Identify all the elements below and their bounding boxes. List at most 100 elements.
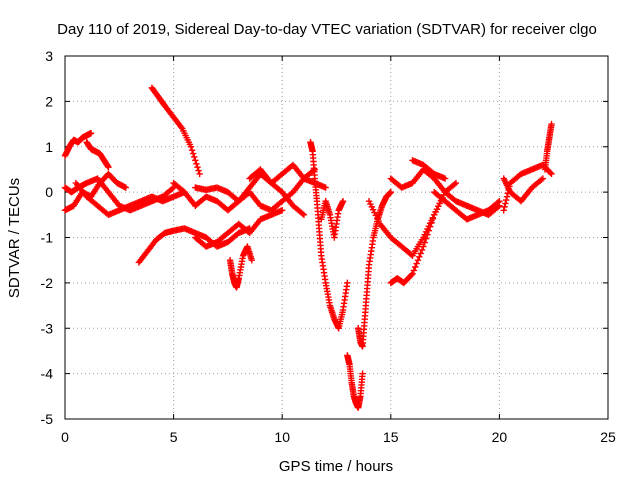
data-point-marker [538,176,545,183]
series-arc-16 [355,188,394,350]
data-point-marker [122,184,130,191]
chart-title: Day 110 of 2019, Sidereal Day-to-day VTE… [57,21,597,38]
y-tick-label: -1 [41,230,54,246]
data-point-marker [339,198,347,205]
data-point-marker [539,175,547,182]
data-point-marker [441,175,449,182]
series-arc-13 [307,139,351,332]
data-point-marker [496,198,503,205]
data-point-marker [192,157,199,164]
data-point-marker [428,219,435,226]
data-point-marker [194,163,201,171]
y-tick-label: -3 [41,320,54,336]
x-tick-label: 0 [61,429,69,445]
data-point-marker [300,211,308,219]
series-arc-6 [135,225,253,266]
y-axis-label: SDTVAR / TECUs [6,178,23,298]
data-point-marker [451,180,458,188]
data-point-marker [372,212,380,219]
series-arc-11 [226,243,255,291]
data-point-marker [548,120,555,128]
series-arc-21 [431,188,503,223]
data-markers [61,84,555,411]
x-axis-label: GPS time / hours [279,458,393,475]
data-point-marker [365,198,373,205]
data-point-marker [368,203,375,211]
data-point-marker [420,243,427,250]
x-tick-label: 5 [170,429,178,445]
y-tick-label: 1 [45,139,53,155]
data-point-marker [187,143,195,150]
data-point-marker [425,227,433,234]
series-arc-1 [61,129,95,160]
series-arc-24 [541,120,555,173]
data-point-marker [359,370,366,377]
data-point-marker [374,215,381,222]
data-point-marker [501,203,508,211]
data-point-marker [189,150,197,157]
data-point-marker [502,200,509,207]
data-point-marker [409,270,416,277]
series-arc-7 [148,84,203,178]
data-point-marker [435,203,442,210]
y-tick-label: 3 [45,48,53,64]
data-point-marker [87,129,95,137]
data-point-marker [344,279,351,287]
x-tick-label: 15 [383,429,399,445]
series-arc-8 [170,166,318,214]
data-point-marker [441,188,449,196]
data-point-marker [429,215,437,222]
data-point-marker [433,205,441,213]
series-arc-23 [500,175,547,205]
data-point-marker [371,209,378,216]
series-arc-15 [344,352,366,411]
data-point-marker [436,200,443,207]
axis-ticks: 0 5 10 15 20 25 -5 -4 -3 -2 -1 0 1 2 3 [41,48,616,445]
data-point-marker [414,256,422,264]
data-point-marker [431,211,438,219]
series-arc-19 [409,157,449,182]
data-point-marker [279,207,286,214]
data-point-marker [417,250,424,257]
data-point-marker [422,235,430,242]
data-point-marker [408,271,415,279]
y-tick-label: -2 [41,275,54,291]
plot-frame [64,55,609,420]
y-tick-label: 0 [45,184,53,200]
y-tick-label: -5 [41,411,54,427]
data-point-marker [500,207,507,214]
data-point-marker [452,179,460,187]
series-arc-14 [318,198,347,241]
data-point-marker [421,239,428,246]
data-point-marker [169,185,176,192]
data-point-marker [196,170,203,178]
data-point-marker [432,208,439,216]
data-point-marker [426,223,434,230]
data-point-marker [369,206,377,213]
data-point-marker [375,217,382,225]
data-point-marker [191,153,198,161]
data-point-marker [387,188,394,196]
data-point-marker [503,193,511,200]
data-point-marker [412,263,419,271]
data-point-marker [547,169,554,177]
data-point-marker [188,146,196,154]
x-tick-label: 20 [492,429,508,445]
data-point-marker [424,231,431,238]
x-tick-label: 10 [274,429,290,445]
data-point-marker [548,170,555,178]
data-point-marker [178,123,185,131]
data-point-marker [322,184,329,191]
data-point-marker [193,160,200,167]
y-tick-label: -4 [41,366,54,382]
data-point-marker [410,267,418,274]
data-point-marker [416,253,423,260]
series-arc-2 [83,139,112,171]
data-point-marker [418,246,426,254]
y-tick-label: 2 [45,93,53,109]
data-point-marker [494,199,502,206]
data-point-marker [367,200,374,208]
data-point-marker [502,196,510,204]
data-point-marker [299,210,306,217]
